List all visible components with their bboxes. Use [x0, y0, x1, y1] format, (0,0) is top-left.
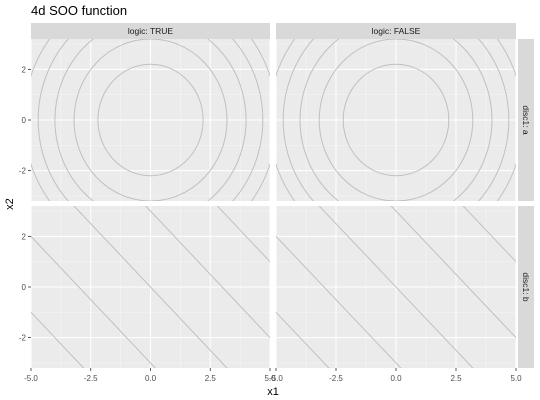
- y-tick-label: 0: [22, 116, 27, 125]
- panel-r2-c1: [30, 206, 271, 368]
- strip-col-2-bg: [276, 23, 516, 39]
- panel-r1-c1: [30, 39, 271, 201]
- x-tick-label: 0.0: [390, 374, 402, 383]
- contour-ellipse: [318, 39, 474, 201]
- x-axis-title: x1: [267, 386, 279, 398]
- contour-ellipse: [37, 39, 264, 201]
- contour-line: [73, 206, 228, 368]
- strip-col-2-label: logic: FALSE: [372, 26, 421, 36]
- strip-row-2-bg: [518, 206, 534, 368]
- contour-line: [276, 311, 330, 368]
- x-tick-label: -2.5: [84, 374, 98, 383]
- y-tick-label: 2: [22, 65, 27, 74]
- x-axis: -5.0 -2.5 0.0 2.5 5.0-5.0 -2.5 0.0 2.5 5.0: [24, 368, 522, 383]
- x-tick-label: 2.5: [450, 374, 462, 383]
- x-tick-label: -5.0: [24, 374, 38, 383]
- facet-column-strips: logic: TRUE logic: FALSE: [31, 23, 516, 39]
- strip-col-1-label: logic: TRUE: [128, 26, 174, 36]
- x-tick-label: 0.0: [145, 374, 157, 383]
- contour-ellipse: [342, 63, 450, 177]
- contour-lines: [276, 39, 516, 201]
- contour-ellipse: [73, 39, 228, 201]
- contour-line: [276, 235, 402, 368]
- contour-line: [390, 206, 516, 339]
- contour-line: [462, 206, 516, 263]
- strip-col-1-bg: [31, 23, 270, 39]
- y-tick-label: -2: [19, 167, 27, 176]
- panel-r2-c2: [275, 206, 517, 368]
- contour-line: [216, 206, 270, 263]
- strip-row-2-label: disc1: b: [521, 272, 531, 302]
- x-tick-label: -5.0: [269, 374, 283, 383]
- contour-ellipse: [97, 63, 204, 177]
- contour-line: [31, 311, 85, 368]
- contour-ellipse: [282, 39, 510, 201]
- contour-line: [31, 235, 156, 368]
- x-tick-label: 5.0: [510, 374, 522, 383]
- strip-row-1-label: disc1: a: [521, 105, 531, 135]
- y-tick-label: 2: [22, 232, 27, 241]
- y-axis: -2 0 2 -2 0 2: [19, 65, 31, 343]
- x-tick-label: 5.0: [264, 374, 276, 383]
- contour-line: [318, 206, 474, 368]
- x-tick-label: -2.5: [329, 374, 343, 383]
- facet-row-strips: disc1: a disc1: b: [518, 39, 534, 368]
- strip-row-1-bg: [518, 39, 534, 201]
- y-tick-label: -2: [19, 334, 27, 343]
- panel-r1-c2: [275, 39, 517, 201]
- y-tick-label: 0: [22, 283, 27, 292]
- x-tick-label: 2.5: [205, 374, 217, 383]
- contour-ellipse: [54, 39, 247, 201]
- contour-lines: [276, 206, 516, 368]
- chart-title: 4d SOO function: [31, 3, 127, 18]
- contour-lines: [31, 206, 270, 368]
- facet-panels: [30, 39, 517, 368]
- y-axis-title: x2: [4, 198, 16, 210]
- contour-lines: [31, 39, 270, 201]
- contour-line: [145, 206, 270, 339]
- contour-ellipse: [299, 39, 493, 201]
